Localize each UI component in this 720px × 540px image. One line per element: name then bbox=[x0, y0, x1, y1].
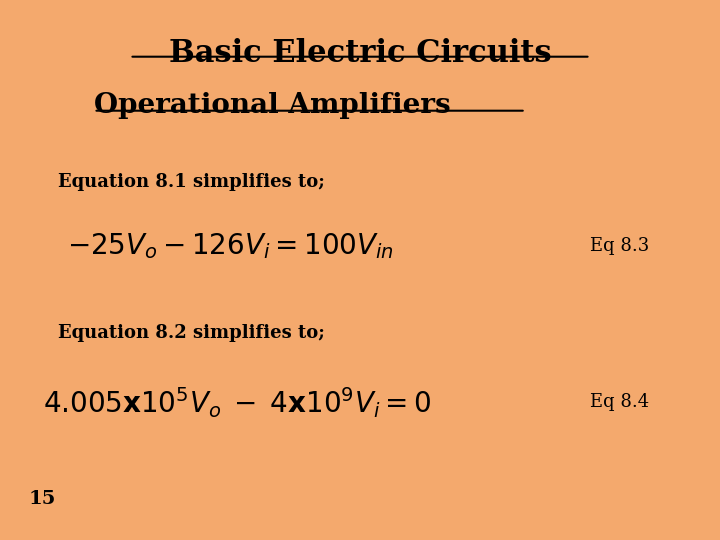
Text: $-25V_o - 126V_i = 100V_{in}$: $-25V_o - 126V_i = 100V_{in}$ bbox=[67, 231, 394, 261]
Text: Eq 8.3: Eq 8.3 bbox=[590, 237, 649, 255]
Text: Equation 8.1 simplifies to;: Equation 8.1 simplifies to; bbox=[58, 173, 325, 191]
Text: $4.005\mathbf{x}10^5V_o \; - \; 4\mathbf{x}10^9V_i = 0$: $4.005\mathbf{x}10^5V_o \; - \; 4\mathbf… bbox=[43, 385, 432, 420]
Text: Operational Amplifiers: Operational Amplifiers bbox=[94, 92, 450, 119]
Text: 15: 15 bbox=[29, 490, 56, 508]
Text: Basic Electric Circuits: Basic Electric Circuits bbox=[168, 38, 552, 69]
Text: Eq 8.4: Eq 8.4 bbox=[590, 393, 649, 411]
Text: Equation 8.2 simplifies to;: Equation 8.2 simplifies to; bbox=[58, 324, 325, 342]
